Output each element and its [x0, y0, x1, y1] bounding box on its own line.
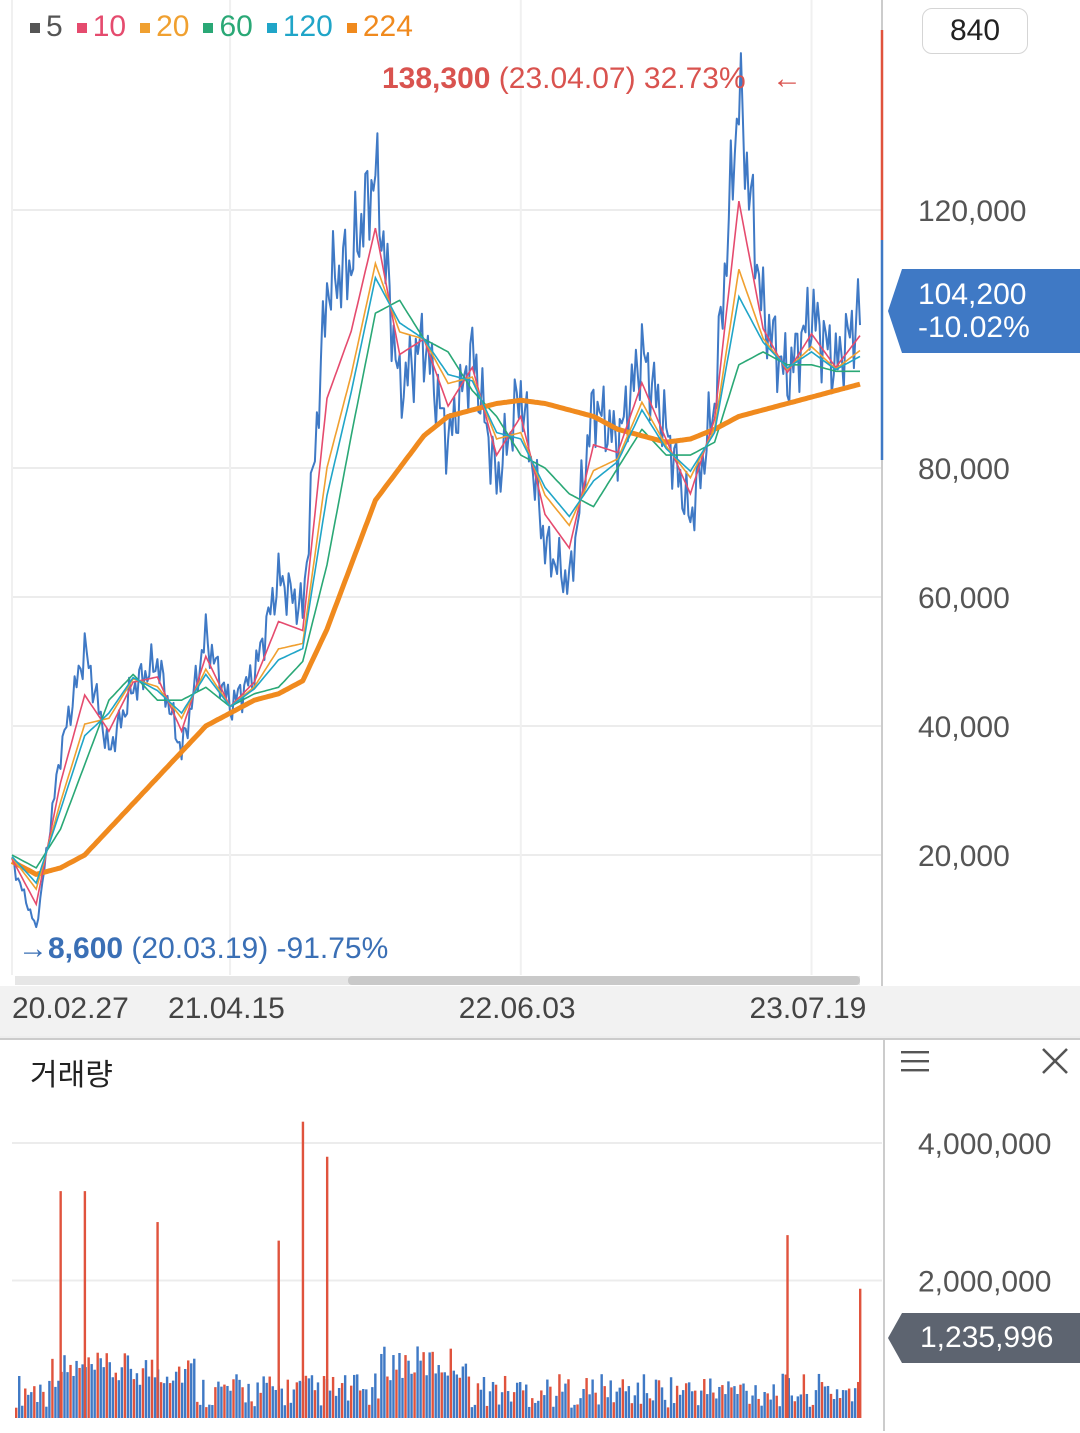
low-date: (20.03.19)	[131, 932, 269, 965]
legend-swatch	[203, 23, 214, 34]
legend-item-224: 224	[346, 10, 413, 43]
y-tick-label: 80,000	[918, 453, 1010, 486]
high-price: 138,300	[382, 62, 491, 95]
legend-label: 10	[92, 10, 127, 43]
legend-swatch	[30, 23, 40, 34]
chart-scrollbar-thumb[interactable]	[348, 976, 860, 985]
ma-line-224	[10, 381, 861, 877]
y-tick-label: 60,000	[918, 582, 1010, 615]
low-price-annotation: →8,600 (20.03.19) -91.75%	[18, 932, 388, 966]
legend-swatch	[346, 23, 357, 34]
x-tick-label: 22.06.03	[458, 992, 576, 1025]
ma-line-60	[11, 299, 860, 869]
y-tick-label: 20,000	[918, 840, 1010, 873]
legend-item-120: 120	[266, 10, 333, 43]
current-change: -10.02%	[918, 311, 1030, 344]
legend-item-20: 20	[140, 10, 189, 43]
low-price: 8,600	[48, 932, 124, 965]
y-tick-label: 120,000	[918, 195, 1026, 228]
high-date: (23.04.07)	[498, 62, 636, 95]
volume-title: 거래량	[30, 1059, 113, 1092]
x-tick-label: 20.02.27	[12, 992, 129, 1025]
volume-chart-panel[interactable]	[0, 1038, 1080, 1433]
ma-line-10	[11, 200, 861, 907]
low-pct: -91.75%	[276, 932, 389, 965]
arrow-right-icon: →	[18, 932, 48, 965]
ma-legend: 5 10 20 60 120 224	[30, 10, 427, 44]
current-price-tag: 104,200 -10.02%	[888, 269, 1080, 353]
legend-label: 120	[282, 10, 333, 43]
high-pct: 32.73%	[643, 62, 746, 95]
x-tick-label: 21.04.15	[168, 992, 285, 1025]
high-price-annotation: 138,300 (23.04.07) 32.73% ←	[382, 62, 802, 96]
ma-line-20	[11, 260, 861, 891]
price-chart[interactable]: 120,000 80,000 60,000 40,000 20,000	[0, 0, 1080, 986]
legend-swatch	[140, 23, 151, 34]
menu-icon[interactable]	[900, 1048, 930, 1074]
close-icon[interactable]	[1040, 1046, 1070, 1076]
arrow-left-icon: ←	[772, 62, 802, 95]
legend-swatch	[76, 23, 87, 34]
legend-item-10: 10	[76, 10, 127, 43]
legend-item-5: 5	[30, 10, 63, 43]
current-volume-tag: 1,235,996	[888, 1313, 1080, 1363]
current-price: 104,200	[918, 278, 1027, 311]
x-tick-label: 23.07.19	[749, 992, 867, 1025]
legend-label: 224	[362, 10, 413, 43]
current-volume: 1,235,996	[920, 1321, 1054, 1354]
x-axis-panel	[0, 986, 1080, 1036]
legend-label: 5	[46, 10, 63, 43]
ma-line-120	[11, 275, 861, 885]
zoom-level[interactable]: 840	[922, 8, 1028, 54]
legend-label: 60	[219, 10, 253, 43]
legend-item-60: 60	[203, 10, 253, 43]
y-tick-label: 40,000	[918, 711, 1010, 744]
legend-label: 20	[156, 10, 190, 43]
legend-swatch	[266, 23, 277, 34]
